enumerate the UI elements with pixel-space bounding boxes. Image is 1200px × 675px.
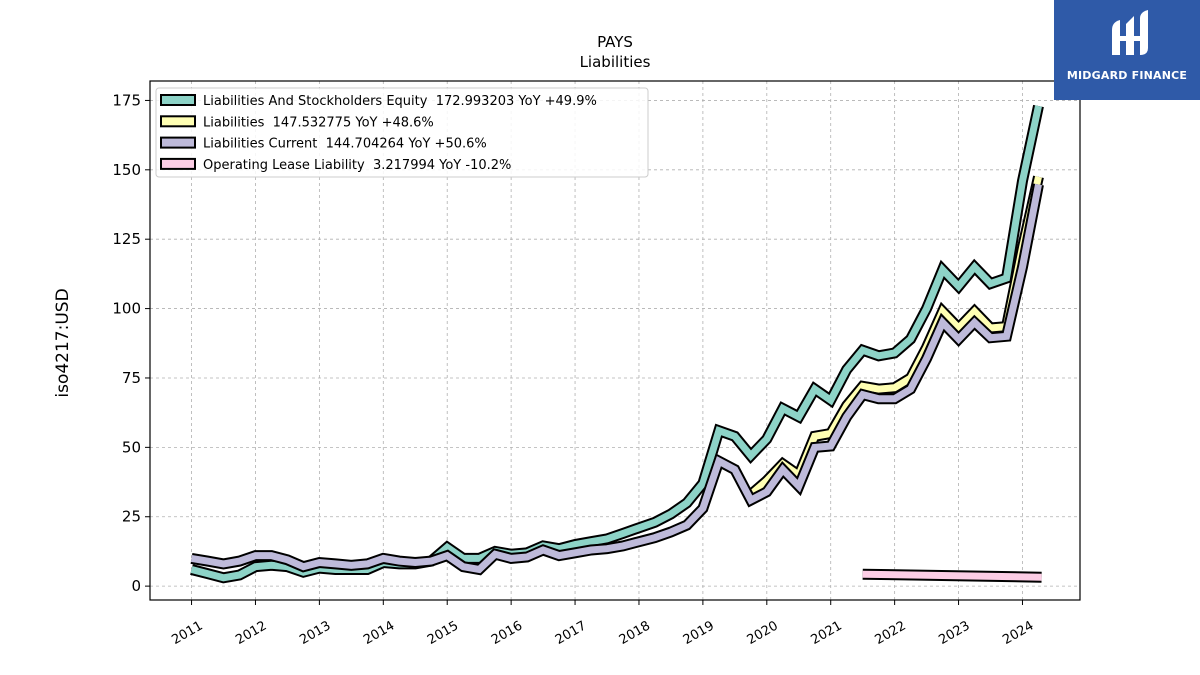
legend-swatch <box>160 136 196 149</box>
legend-swatch <box>160 94 196 106</box>
y-tick-label: 75 <box>122 369 141 387</box>
x-tick-label: 2017 <box>553 618 589 648</box>
legend: Liabilities And Stockholders Equity 172.… <box>155 87 649 178</box>
logo: MIDGARD FINANCE <box>1054 0 1200 100</box>
x-ticks: 2011 2012 2013 2014 2015 2016 2017 2018 2019 2020… <box>169 600 1036 648</box>
chart-subtitle: Liabilities <box>580 53 651 71</box>
y-ticks: 0 25 50 75 100 125 150 175 <box>112 91 150 595</box>
series-4 <box>862 568 1042 583</box>
x-tick-label: 2024 <box>1000 618 1036 648</box>
x-tick-label: 2022 <box>872 618 908 648</box>
x-tick-label: 2019 <box>681 618 717 648</box>
y-tick-label: 175 <box>112 91 141 109</box>
series-3 <box>190 183 1044 576</box>
x-tick-label: 2021 <box>809 618 845 648</box>
legend-label: Liabilities And Stockholders Equity 172.… <box>203 94 597 109</box>
y-tick-label: 50 <box>122 438 141 456</box>
x-tick-label: 2016 <box>489 618 525 648</box>
plot-frame <box>149 80 1081 601</box>
y-tick-label: 100 <box>112 300 141 318</box>
series-lines <box>190 104 1044 584</box>
y-tick-label: 125 <box>112 230 141 248</box>
legend-label: Liabilities 147.532775 YoY +48.6% <box>203 115 434 130</box>
logo-mark-icon <box>1112 10 1148 55</box>
series-1 <box>190 104 1044 584</box>
legend-swatch <box>160 157 196 170</box>
y-tick-label: 150 <box>112 161 141 179</box>
legend-swatch <box>160 115 196 128</box>
x-tick-label: 2020 <box>745 618 781 648</box>
legend-box <box>155 87 649 178</box>
x-tick-label: 2018 <box>617 618 653 648</box>
series-line <box>190 183 1042 574</box>
legend-label: Liabilities Current 144.704264 YoY +50.6… <box>203 137 487 152</box>
chart-title: PAYS <box>597 33 633 51</box>
legend-label: Operating Lease Liability 3.217994 YoY -… <box>203 158 511 173</box>
x-tick-label: 2012 <box>233 618 269 648</box>
y-tick-label: 25 <box>122 508 141 526</box>
series-line-outline <box>190 183 1044 576</box>
logo-text: MIDGARD FINANCE <box>1066 69 1188 82</box>
y-axis-label: iso4217:USD <box>53 288 73 397</box>
y-tick-label: 0 <box>131 577 141 595</box>
x-tick-label: 2013 <box>297 618 333 648</box>
x-tick-label: 2023 <box>936 618 972 648</box>
series-line <box>862 570 1042 581</box>
x-tick-label: 2015 <box>425 618 461 648</box>
x-tick-label: 2011 <box>169 618 205 648</box>
x-tick-label: 2014 <box>361 618 397 648</box>
series-line <box>190 105 1042 582</box>
